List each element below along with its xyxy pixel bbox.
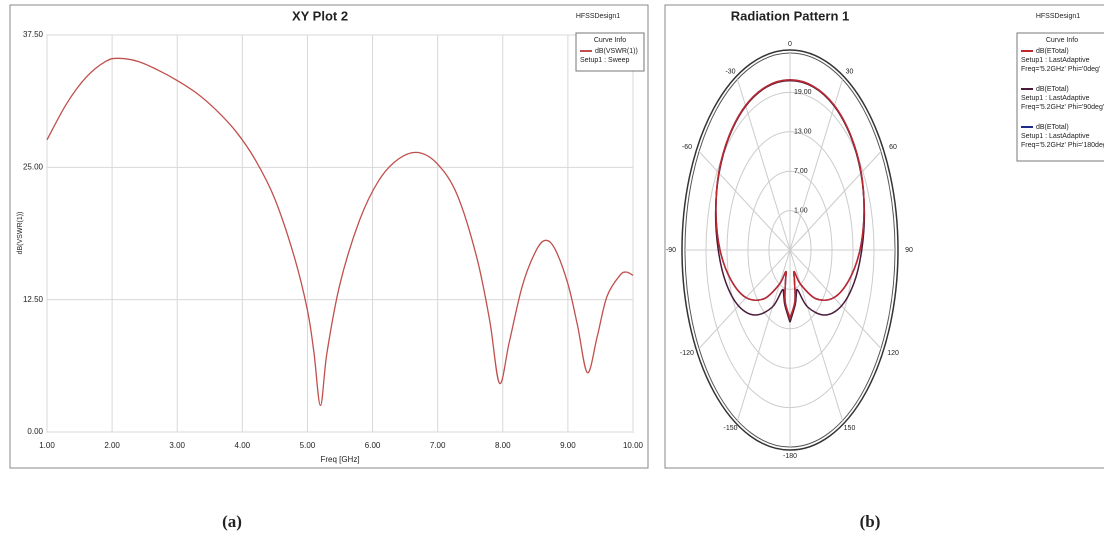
legend-label: dB(VSWR(1)) bbox=[595, 48, 638, 55]
spoke bbox=[789, 249, 843, 421]
legend-info: Setup1 : LastAdaptive bbox=[1021, 133, 1090, 140]
r-tick-label: 13.00 bbox=[794, 129, 812, 136]
line-series bbox=[46, 57, 634, 407]
outer-ring bbox=[681, 49, 899, 451]
r-tick-label: 1.00 bbox=[794, 207, 808, 214]
x-tick-label: 3.00 bbox=[169, 441, 185, 450]
x-tick-label: 4.00 bbox=[235, 441, 251, 450]
title: Radiation Pattern 1 bbox=[731, 8, 849, 23]
x-tick-label: 6.00 bbox=[365, 441, 381, 450]
legend-info: Freq='5.2GHz' Phi='0deg' bbox=[1021, 66, 1100, 73]
legend-label: dB(ETotal) bbox=[1036, 48, 1069, 55]
y-tick-label: 0.00 bbox=[27, 427, 43, 436]
angle-label: 0 bbox=[788, 41, 792, 48]
spoke bbox=[789, 249, 882, 349]
angle-label: -30 bbox=[725, 68, 735, 75]
x-tick-label: 1.00 bbox=[39, 441, 55, 450]
x-tick-label: 5.00 bbox=[300, 441, 316, 450]
plot-area bbox=[46, 34, 634, 433]
legend-label: dB(ETotal) bbox=[1036, 86, 1069, 93]
caption: (a) bbox=[222, 512, 242, 531]
caption: (b) bbox=[860, 512, 881, 531]
spoke bbox=[789, 79, 843, 251]
angle-label: 90 bbox=[905, 247, 913, 254]
legend-title: Curve Info bbox=[1046, 37, 1078, 44]
angle-label: -150 bbox=[723, 425, 737, 432]
angle-label: -60 bbox=[682, 144, 692, 151]
x-tick-label: 2.00 bbox=[104, 441, 120, 450]
design-label: HFSSDesign1 bbox=[576, 13, 620, 20]
x-tick-label: 7.00 bbox=[430, 441, 446, 450]
x-tick-label: 9.00 bbox=[560, 441, 576, 450]
y-axis-label: dB(VSWR(1)) bbox=[17, 212, 24, 255]
spoke bbox=[698, 151, 791, 251]
y-tick-label: 25.00 bbox=[23, 162, 44, 171]
pattern-curve bbox=[715, 79, 865, 319]
legend-info: Freq='5.2GHz' Phi='180deg' bbox=[1021, 142, 1104, 149]
legend-info: Setup1 : LastAdaptive bbox=[1021, 57, 1090, 64]
spoke bbox=[698, 249, 791, 349]
legend-info: Setup1 : Sweep bbox=[580, 57, 630, 64]
legend-info: Setup1 : LastAdaptive bbox=[1021, 95, 1090, 102]
angle-label: 30 bbox=[846, 68, 854, 75]
title: XY Plot 2 bbox=[292, 8, 348, 23]
spoke bbox=[789, 151, 882, 251]
x-tick-label: 8.00 bbox=[495, 441, 511, 450]
y-tick-label: 12.50 bbox=[23, 295, 44, 304]
spoke bbox=[737, 79, 791, 251]
legend-title: Curve Info bbox=[594, 37, 626, 44]
angle-label: 150 bbox=[844, 425, 856, 432]
legend-label: dB(ETotal) bbox=[1036, 124, 1069, 131]
angle-label: -180 bbox=[783, 453, 797, 460]
y-tick-label: 37.50 bbox=[23, 30, 44, 39]
legend-box bbox=[1016, 32, 1104, 162]
r-tick-label: 7.00 bbox=[794, 168, 808, 175]
angle-label: 120 bbox=[887, 350, 899, 357]
spoke bbox=[737, 249, 791, 421]
x-axis-label: Freq [GHz] bbox=[320, 455, 359, 464]
angle-label: -90 bbox=[666, 247, 676, 254]
r-tick-label: 19.00 bbox=[794, 89, 812, 96]
legend-info: Freq='5.2GHz' Phi='90deg' bbox=[1021, 104, 1104, 111]
design-label: HFSSDesign1 bbox=[1036, 13, 1080, 20]
x-tick-label: 10.00 bbox=[623, 441, 644, 450]
angle-label: 60 bbox=[889, 144, 897, 151]
angle-label: -120 bbox=[680, 350, 694, 357]
